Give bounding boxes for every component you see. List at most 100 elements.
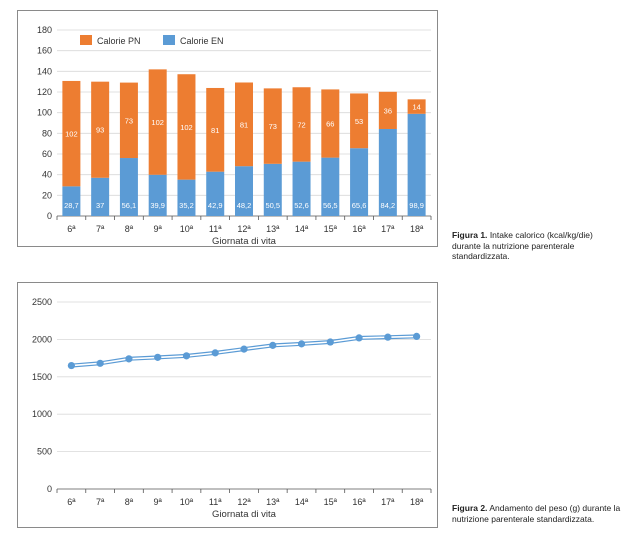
weight-data-point (211, 349, 219, 357)
y-tick-label: 80 (42, 128, 52, 138)
y-tick-label: 20 (42, 190, 52, 200)
weight-data-point (326, 338, 334, 346)
x-tick-label: 14ª (295, 224, 309, 234)
bar-en-value-label: 56,1 (122, 201, 137, 210)
figure-1-text: Intake calorico (kcal/kg/die) durante la… (452, 230, 593, 261)
weight-data-point (154, 353, 162, 361)
weight-data-point (67, 361, 75, 370)
bar-calorie-en (378, 128, 397, 216)
bar-en-value-label: 50,5 (265, 201, 280, 210)
bar-en-value-label: 52,6 (294, 201, 309, 210)
bar-calorie-pn (350, 93, 369, 149)
weight-data-point (182, 352, 191, 360)
x-tick-label: 18ª (410, 497, 424, 507)
chart-calorie-intake: 0 20 40 60 80 100 120 140 160 180 28,7 102 6ª 37 93 7ª 5… (17, 10, 438, 247)
legend-swatch-calorie-pn (80, 35, 92, 45)
figure-2-caption: Figura 2. Andamento del peso (g) durante… (452, 503, 622, 524)
line-chart-svg: 0 500 1000 1500 2000 2500 6ª 7ª 8ª 9ª 10ª 11ª 12ª 13ª… (32, 297, 432, 520)
y-tick-label: 60 (42, 149, 52, 159)
y-tick-label: 2500 (32, 297, 52, 307)
x-tick-label: 17ª (381, 224, 395, 234)
legend-label-calorie-pn: Calorie PN (97, 36, 141, 46)
x-tick-label: 18ª (410, 224, 424, 234)
legend-label-calorie-en: Calorie EN (180, 36, 224, 46)
bar-calorie-pn (263, 88, 282, 164)
bar-calorie-en (148, 174, 167, 216)
bar-calorie-pn (407, 99, 426, 114)
bar-pn-value-label: 93 (96, 126, 104, 135)
weight-data-point (413, 332, 421, 341)
bar-pn-value-label: 14 (412, 103, 420, 112)
figure-2-label: Figura 2. (452, 503, 488, 513)
bar-calorie-pn (321, 89, 340, 158)
y-tick-label: 500 (37, 447, 52, 457)
x-tick-label: 6ª (67, 497, 76, 507)
x-tick-label: 16ª (352, 497, 366, 507)
bar-calorie-en (177, 179, 196, 216)
x-tick-label: 8ª (125, 497, 134, 507)
x-tick-label: 13ª (266, 224, 280, 234)
bar-en-value-label: 39,9 (150, 201, 165, 210)
weight-data-point (240, 345, 248, 353)
weight-data-point (269, 341, 277, 349)
bar-calorie-en (292, 161, 311, 216)
bar-calorie-pn (62, 80, 81, 187)
bar-pn-value-label: 81 (240, 120, 248, 129)
bar-calorie-en (235, 166, 253, 216)
bar-calorie-pn (148, 69, 167, 175)
bar-en-value-label: 42,9 (208, 201, 223, 210)
bar-calorie-pn (378, 91, 397, 129)
bar-en-value-label: 98,9 (409, 201, 424, 210)
bar-pn-value-label: 73 (269, 122, 277, 131)
x-tick-label: 15ª (324, 497, 338, 507)
x-tick-label: 12ª (237, 497, 251, 507)
y-tick-label: 160 (37, 46, 52, 56)
x-tick-label: 16ª (352, 224, 366, 234)
x-tick-label: 15ª (324, 224, 338, 234)
bar-pn-value-label: 81 (211, 126, 219, 135)
bar-pn-value-label: 66 (326, 120, 334, 129)
bar-calorie-pn (177, 74, 196, 180)
x-tick-label: 17ª (381, 497, 395, 507)
bar-calorie-en (407, 113, 426, 216)
bar-pn-value-label: 102 (180, 123, 193, 132)
x-tick-label: 11ª (209, 224, 222, 234)
x-axis-title: Giornata di vita (212, 509, 277, 520)
x-axis-title: Giornata di vita (212, 236, 277, 247)
x-tick-label: 13ª (266, 497, 280, 507)
x-tick-label: 7ª (96, 224, 105, 234)
bar-calorie-en (91, 177, 110, 216)
x-tick-label: 14ª (295, 497, 309, 507)
bar-chart-svg: 0 20 40 60 80 100 120 140 160 180 28,7 102 6ª 37 93 7ª 5… (37, 25, 432, 247)
y-tick-label: 1000 (32, 409, 52, 419)
x-tick-label: 8ª (125, 224, 134, 234)
y-tick-label: 0 (47, 484, 52, 494)
bar-calorie-en (119, 158, 138, 216)
bar-calorie-en (263, 163, 282, 216)
figure-1-label: Figura 1. (452, 230, 488, 240)
x-tick-label: 7ª (96, 497, 105, 507)
bar-pn-value-label: 72 (297, 120, 305, 129)
x-tick-label: 10ª (180, 497, 194, 507)
bar-en-value-label: 65,6 (352, 201, 367, 210)
y-tick-label: 140 (37, 66, 52, 76)
y-tick-label: 1500 (32, 372, 52, 382)
bar-calorie-pn (292, 87, 311, 162)
bar-en-value-label: 48,2 (237, 201, 252, 210)
weight-data-point (96, 359, 104, 367)
weight-data-point (125, 355, 133, 363)
x-tick-label: 6ª (67, 224, 76, 234)
y-tick-label: 180 (37, 25, 52, 35)
bar-calorie-pn (206, 87, 225, 172)
y-tick-label: 120 (37, 87, 52, 97)
figure-2-text: Andamento del peso (g) durante la nutriz… (452, 503, 621, 524)
bar-pn-value-label: 36 (384, 106, 392, 115)
bar-en-value-label: 28,7 (64, 201, 79, 210)
weight-data-point (355, 334, 363, 342)
bar-pn-value-label: 102 (65, 130, 78, 139)
x-tick-label: 9ª (154, 497, 163, 507)
x-tick-label: 10ª (180, 224, 194, 234)
y-tick-label: 2000 (32, 334, 52, 344)
bar-en-value-label: 84,2 (381, 201, 396, 210)
bar-calorie-en (321, 157, 340, 216)
